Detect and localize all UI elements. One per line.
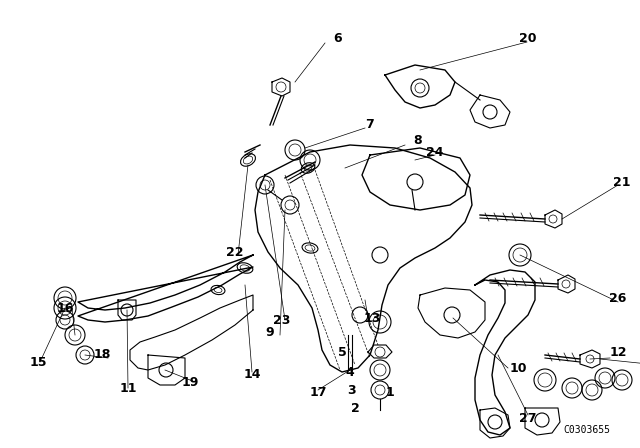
- Text: 16: 16: [56, 302, 74, 314]
- Text: 1: 1: [386, 385, 394, 399]
- Text: 13: 13: [364, 311, 381, 324]
- Text: 14: 14: [243, 369, 260, 382]
- Text: 4: 4: [346, 366, 355, 379]
- Text: 20: 20: [519, 31, 537, 44]
- Text: 12: 12: [609, 345, 627, 358]
- Text: 10: 10: [509, 362, 527, 375]
- Text: 26: 26: [609, 292, 627, 305]
- Text: 7: 7: [365, 119, 374, 132]
- Text: 5: 5: [338, 345, 346, 358]
- Text: 9: 9: [266, 326, 275, 339]
- Text: 27: 27: [519, 412, 537, 425]
- Text: 8: 8: [413, 134, 422, 146]
- Text: C0303655: C0303655: [563, 425, 610, 435]
- Text: 11: 11: [119, 382, 137, 395]
- Text: 23: 23: [273, 314, 291, 327]
- Text: 21: 21: [613, 176, 631, 189]
- Text: 19: 19: [181, 375, 198, 388]
- Text: 6: 6: [333, 31, 342, 44]
- Text: 3: 3: [348, 383, 356, 396]
- Text: 17: 17: [309, 385, 327, 399]
- Text: 15: 15: [29, 356, 47, 369]
- Text: 22: 22: [227, 246, 244, 258]
- Text: 2: 2: [351, 401, 360, 414]
- Text: 18: 18: [93, 349, 111, 362]
- Text: 24: 24: [426, 146, 444, 159]
